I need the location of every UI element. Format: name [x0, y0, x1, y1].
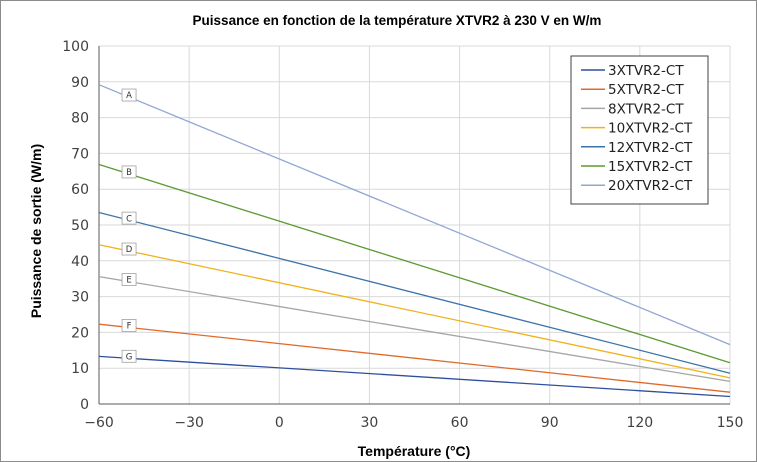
- series-annotation-label: A: [126, 91, 132, 101]
- series-annotation-label: C: [126, 214, 132, 224]
- legend-label: 3XTVR2-CT: [608, 63, 684, 79]
- legend-label: 15XTVR2-CT: [608, 159, 693, 175]
- series-annotation-E: E: [122, 274, 136, 286]
- series-annotation-C: C: [122, 212, 136, 224]
- series-annotation-label: B: [126, 168, 132, 178]
- x-tick-label: −60: [84, 415, 114, 431]
- series-annotation-D: D: [122, 243, 136, 255]
- x-tick-label: 60: [451, 415, 469, 431]
- series-annotation-label: F: [127, 322, 132, 332]
- legend-label: 12XTVR2-CT: [608, 140, 693, 156]
- x-tick-label: 30: [361, 415, 379, 431]
- series-annotation-G: G: [122, 350, 136, 362]
- legend: 3XTVR2-CT 5XTVR2-CT 8XTVR2-CT 10XTVR2-CT 12X…: [571, 56, 708, 204]
- y-tick-label: 30: [71, 290, 89, 306]
- y-tick-labels: 0 10 20 30 40 50 60 70 80 90 100: [62, 39, 89, 413]
- y-axis-label: Puissance de sortie (W/m): [28, 144, 44, 318]
- legend-label: 8XTVR2-CT: [608, 101, 684, 117]
- series-annotation-label: G: [126, 352, 133, 362]
- series-annotation-A: A: [122, 89, 136, 101]
- y-tick-label: 20: [71, 325, 89, 341]
- x-tick-label: −30: [174, 415, 204, 431]
- y-tick-label: 50: [71, 218, 89, 234]
- x-axis-label: Température (°C): [358, 443, 471, 459]
- x-tick-label: 150: [717, 415, 744, 431]
- y-tick-label: 80: [71, 111, 89, 127]
- y-tick-label: 10: [71, 361, 89, 377]
- x-tick-label: 120: [626, 415, 653, 431]
- series-annotation-F: F: [122, 319, 136, 331]
- y-tick-label: 0: [80, 397, 89, 413]
- series-annotation-B: B: [122, 166, 136, 178]
- y-tick-label: 70: [71, 146, 89, 162]
- legend-label: 10XTVR2-CT: [608, 121, 693, 137]
- series-line-3XTVR2-CT: [99, 356, 730, 396]
- y-tick-label: 100: [62, 39, 89, 55]
- series-annotation-label: E: [126, 276, 131, 286]
- legend-label: 5XTVR2-CT: [608, 82, 684, 98]
- legend-label: 20XTVR2-CT: [608, 178, 693, 194]
- x-tick-label: 90: [541, 415, 559, 431]
- chart-title: Puissance en fonction de la température …: [193, 13, 602, 28]
- x-tick-labels: −60 −30 0 30 60 90 120 150: [84, 415, 743, 431]
- series-annotation-label: D: [126, 245, 133, 255]
- y-tick-label: 60: [71, 182, 89, 198]
- series-annotations: G F E D C B A: [122, 89, 136, 362]
- x-tick-label: 0: [275, 415, 284, 431]
- y-tick-label: 40: [71, 254, 89, 270]
- y-tick-label: 90: [71, 75, 89, 91]
